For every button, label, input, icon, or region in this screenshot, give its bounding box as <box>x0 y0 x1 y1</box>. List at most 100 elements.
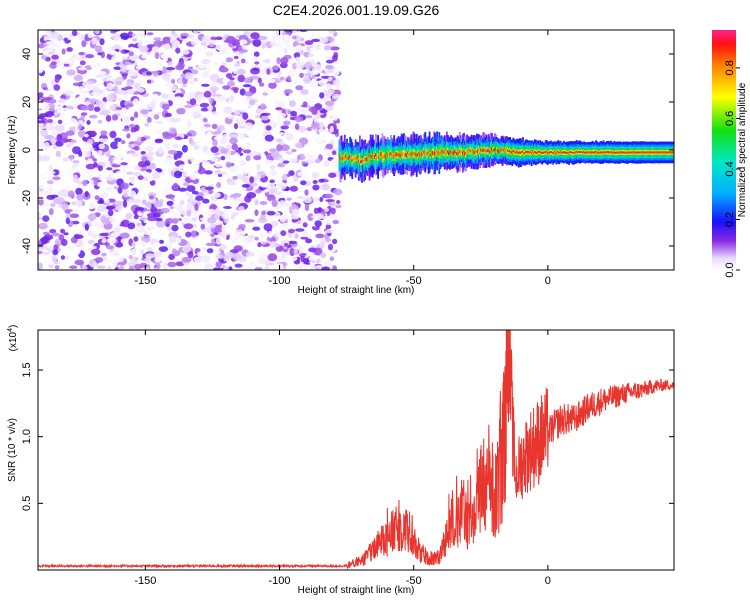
noise-blob <box>298 153 306 161</box>
signal-band-slice <box>589 151 592 154</box>
noise-blob <box>53 261 62 265</box>
noise-blob <box>100 130 108 136</box>
noise-blob <box>98 100 107 106</box>
noise-blob <box>262 92 269 96</box>
noise-blob <box>114 200 124 206</box>
noise-blob <box>120 238 127 244</box>
noise-blob <box>111 156 121 164</box>
noise-blob <box>55 150 61 158</box>
noise-blob <box>84 223 89 231</box>
noise-blob <box>38 66 44 74</box>
signal-band-slice <box>390 152 392 156</box>
noise-blob <box>294 45 304 52</box>
noise-blob <box>304 61 313 70</box>
signal-band-slice <box>413 151 416 155</box>
noise-blob <box>86 138 94 145</box>
noise-blob <box>314 158 321 164</box>
signal-band-slice <box>387 153 390 157</box>
noise-blob <box>163 157 173 165</box>
noise-blob <box>168 235 178 243</box>
noise-blob <box>201 58 210 65</box>
noise-blob <box>120 64 127 73</box>
noise-blob <box>101 134 107 139</box>
noise-blob <box>189 173 198 181</box>
signal-band-slice <box>401 152 404 157</box>
noise-blob <box>326 152 333 157</box>
signal-band-slice <box>467 149 470 153</box>
signal-band-slice <box>594 151 596 154</box>
signal-band-slice <box>515 151 518 154</box>
noise-blob <box>128 265 135 270</box>
snr-panel: -150 -100 -50 0 0.5 1.0 1.5 Height of straigh… <box>7 325 675 596</box>
signal-band-slice <box>600 151 603 154</box>
noise-blob <box>272 65 279 71</box>
noise-blob <box>162 131 170 137</box>
noise-blob <box>73 75 84 82</box>
signal-band-slice <box>433 151 435 155</box>
signal-band-slice <box>599 151 602 154</box>
noise-blob <box>243 77 252 84</box>
noise-blob <box>240 143 250 150</box>
noise-blob <box>307 53 314 57</box>
noise-blob <box>181 172 189 177</box>
noise-blob <box>295 142 303 149</box>
signal-band-slice <box>544 150 547 153</box>
signal-band-slice <box>374 154 376 160</box>
noise-blob <box>126 133 131 139</box>
noise-blob <box>210 157 219 163</box>
noise-blob <box>45 260 56 265</box>
colorbar-tick-label: 0.2 <box>724 212 736 227</box>
noise-blob <box>112 252 120 256</box>
signal-band-slice <box>354 156 357 161</box>
noise-blob <box>134 84 140 90</box>
noise-blob <box>208 43 215 48</box>
noise-blob <box>200 107 209 112</box>
noise-blob <box>123 49 130 53</box>
noise-blob <box>167 61 173 66</box>
noise-blob <box>313 69 319 75</box>
noise-blob <box>264 266 270 270</box>
noise-blob <box>201 45 207 51</box>
noise-blob <box>131 242 136 248</box>
noise-blob <box>38 132 42 136</box>
noise-blob <box>162 187 172 195</box>
signal-band-slice <box>349 155 352 158</box>
colorbar-tick-label: 0.8 <box>724 60 736 75</box>
noise-blob <box>305 115 313 119</box>
noise-blob <box>215 163 223 168</box>
signal-band-slice <box>443 150 446 155</box>
noise-blob <box>285 133 294 141</box>
noise-blob <box>171 224 179 232</box>
noise-blob <box>78 119 84 125</box>
noise-blob <box>212 81 219 86</box>
signal-band-slice <box>610 151 612 153</box>
noise-blob <box>154 60 162 68</box>
noise-blob <box>138 183 145 191</box>
noise-blob <box>238 223 247 230</box>
noise-blob <box>215 44 225 51</box>
noise-blob <box>229 116 235 120</box>
noise-blob <box>132 132 141 138</box>
signal-band-slice <box>412 151 415 156</box>
noise-blob <box>75 187 83 196</box>
signal-band-slice <box>500 148 503 152</box>
noise-blob <box>49 202 56 208</box>
noise-blob <box>197 64 206 69</box>
signal-band-slice <box>603 151 606 154</box>
noise-blob <box>194 203 199 211</box>
noise-blob <box>266 183 276 190</box>
noise-blob <box>87 213 97 221</box>
noise-blob <box>253 51 260 57</box>
noise-blob <box>319 109 328 114</box>
noise-blob <box>121 128 131 132</box>
signal-band-slice <box>392 154 394 160</box>
noise-blob <box>93 177 98 186</box>
noise-blob <box>270 150 280 158</box>
noise-blob <box>79 60 86 66</box>
noise-blob <box>318 178 325 183</box>
noise-blob <box>149 179 156 186</box>
noise-blob <box>38 181 46 190</box>
noise-blob <box>325 133 333 137</box>
noise-blob <box>279 193 284 199</box>
noise-blob <box>55 197 65 204</box>
